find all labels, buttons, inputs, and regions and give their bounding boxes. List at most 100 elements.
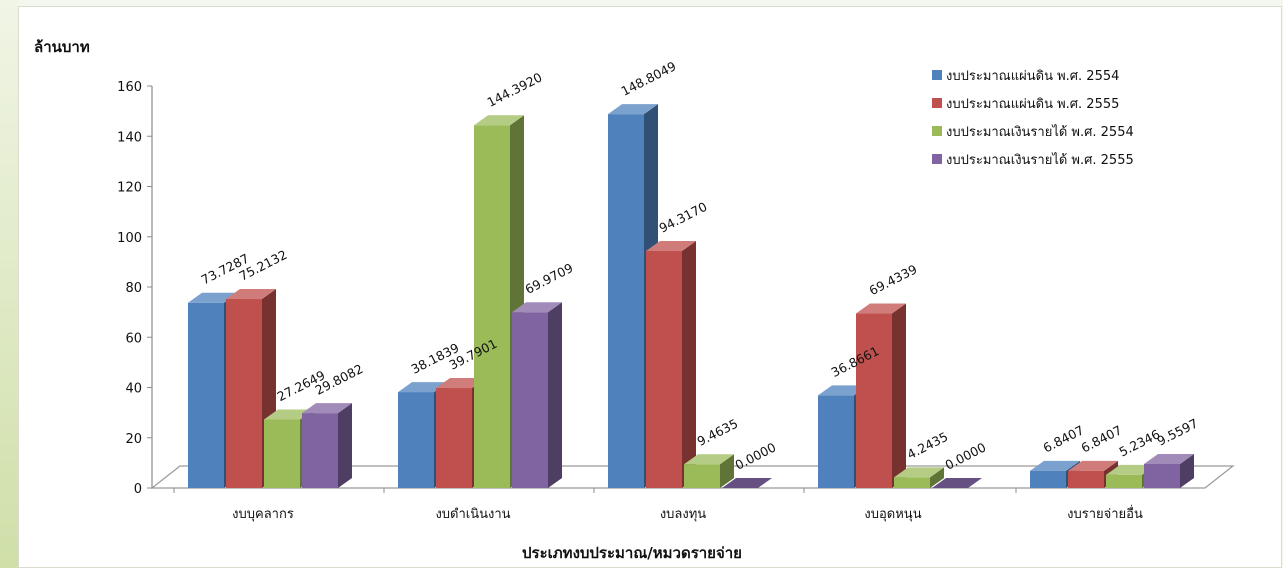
y-tick-label: 80 (125, 281, 142, 296)
legend-item: งบประมาณแผ่นดิน พ.ศ. 2555 (932, 97, 1119, 112)
bar-side (548, 302, 562, 488)
bar-front (188, 302, 224, 488)
bar (894, 467, 944, 488)
data-label: 6.8407 (1041, 422, 1087, 455)
bar-top (512, 302, 562, 313)
bar-top (856, 303, 906, 314)
bar-front (474, 125, 510, 489)
bar-front (684, 464, 720, 488)
legend-swatch (932, 70, 942, 80)
legend-item: งบประมาณเงินรายได้ พ.ศ. 2555 (932, 152, 1134, 168)
bar-front (398, 392, 434, 488)
bar-front (1068, 470, 1104, 488)
bar-front (512, 312, 548, 488)
category-label: งบดำเนินงาน (435, 507, 510, 522)
y-tick-label: 140 (117, 130, 142, 145)
bar-flat (722, 478, 772, 488)
bar-front (608, 114, 644, 488)
data-label: 148.8049 (619, 58, 679, 98)
bar-top (188, 292, 238, 303)
bar-top (684, 454, 734, 465)
bar (646, 241, 696, 488)
bar-top (398, 382, 448, 393)
data-label: 29.8082 (313, 361, 366, 398)
bar-flat (932, 478, 982, 488)
y-tick-label: 0 (134, 482, 142, 497)
bar (856, 303, 906, 488)
legend-item: งบประมาณเงินรายได้ พ.ศ. 2554 (932, 124, 1134, 140)
bars (188, 104, 1194, 489)
bar-front (264, 419, 300, 488)
y-tick-label: 120 (117, 181, 142, 196)
bar-top (608, 104, 658, 115)
bar-front (1106, 474, 1142, 488)
bar-top (1144, 453, 1194, 464)
bar (722, 478, 772, 488)
bar-top (436, 378, 486, 389)
bar-top (1106, 464, 1156, 475)
data-label: 6.8407 (1079, 422, 1125, 455)
bar-top (818, 385, 868, 396)
bar-top (226, 289, 276, 300)
data-label: 69.9709 (523, 260, 576, 297)
legend-swatch (932, 98, 942, 108)
bar-top (646, 241, 696, 252)
legend-label: งบประมาณแผ่นดิน พ.ศ. 2554 (946, 69, 1119, 84)
bar-side (1180, 453, 1194, 488)
legend-swatch (932, 126, 942, 136)
bar-front (1144, 463, 1180, 488)
legend-swatch (932, 154, 942, 164)
bar (512, 302, 562, 488)
bar-side (930, 467, 944, 488)
data-label: 9.4635 (695, 416, 741, 449)
data-label: 4.2435 (905, 429, 951, 462)
bar-top (264, 409, 314, 420)
category-label: งบอุดหนุน (864, 507, 921, 522)
x-axis: งบบุคลากร งบดำเนินงาน งบลงทุน งบอุดหนุน งบรา… (173, 488, 1143, 522)
bar (932, 478, 982, 488)
category-label: งบบุคลากร (232, 507, 294, 522)
y-tick-label: 160 (117, 80, 142, 95)
left-decoration (0, 0, 18, 568)
data-label: 94.3170 (657, 199, 710, 236)
bar-side (338, 403, 352, 488)
data-label: 144.3920 (485, 69, 545, 109)
legend: งบประมาณแผ่นดิน พ.ศ. 2554 งบประมาณแผ่นดิน… (932, 69, 1134, 168)
bar-side (720, 454, 734, 488)
data-label: 9.5597 (1155, 415, 1201, 448)
bar-top (1068, 460, 1118, 471)
legend-item: งบประมาณแผ่นดิน พ.ศ. 2554 (932, 69, 1119, 84)
bar-top (1030, 460, 1080, 471)
bar-front (226, 299, 262, 488)
bar-top (302, 403, 352, 414)
y-tick-label: 60 (125, 331, 142, 346)
bar-top (894, 467, 944, 478)
y-tick-label: 20 (125, 432, 142, 447)
category-label: งบรายจ่ายอื่น (1067, 505, 1143, 522)
bar-front (856, 313, 892, 488)
bar (684, 454, 734, 488)
bar-front (818, 395, 854, 488)
category-label: งบลงทุน (660, 507, 706, 522)
y-axis: 0 20 40 60 80 100 120 140 160 (117, 80, 153, 497)
legend-label: งบประมาณเงินรายได้ พ.ศ. 2554 (946, 124, 1134, 140)
y-tick-label: 100 (117, 231, 142, 246)
bar-front (302, 413, 338, 488)
y-axis-title: ล้านบาท (34, 38, 90, 56)
bar-front (894, 477, 930, 488)
data-label: 69.4339 (867, 261, 920, 298)
x-axis-title: ประเภทงบประมาณ/หมวดรายจ่าย (522, 544, 742, 562)
bar-top (474, 115, 524, 126)
data-label: 5.2346 (1117, 426, 1163, 459)
bar-front (1030, 470, 1066, 488)
bar (302, 403, 352, 488)
bar-side (682, 241, 696, 488)
legend-label: งบประมาณแผ่นดิน พ.ศ. 2555 (946, 97, 1119, 112)
bar-front (436, 388, 472, 488)
legend-label: งบประมาณเงินรายได้ พ.ศ. 2555 (946, 152, 1134, 168)
bar-side (892, 303, 906, 488)
bar (1144, 453, 1194, 488)
y-tick-label: 40 (125, 382, 142, 397)
bar-front (646, 251, 682, 488)
